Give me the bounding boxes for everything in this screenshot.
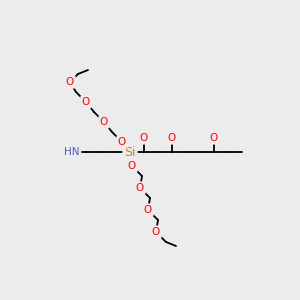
Text: O: O <box>82 97 90 107</box>
Text: Si: Si <box>124 146 136 158</box>
Text: O: O <box>144 205 152 215</box>
Text: O: O <box>152 227 160 237</box>
Text: O: O <box>136 183 144 193</box>
Text: O: O <box>118 137 126 147</box>
Text: O: O <box>128 161 136 171</box>
Text: O: O <box>66 77 74 87</box>
Text: O: O <box>168 133 176 143</box>
Text: O: O <box>210 133 218 143</box>
Text: O: O <box>140 133 148 143</box>
Text: O: O <box>100 117 108 127</box>
Text: HN: HN <box>64 147 80 157</box>
